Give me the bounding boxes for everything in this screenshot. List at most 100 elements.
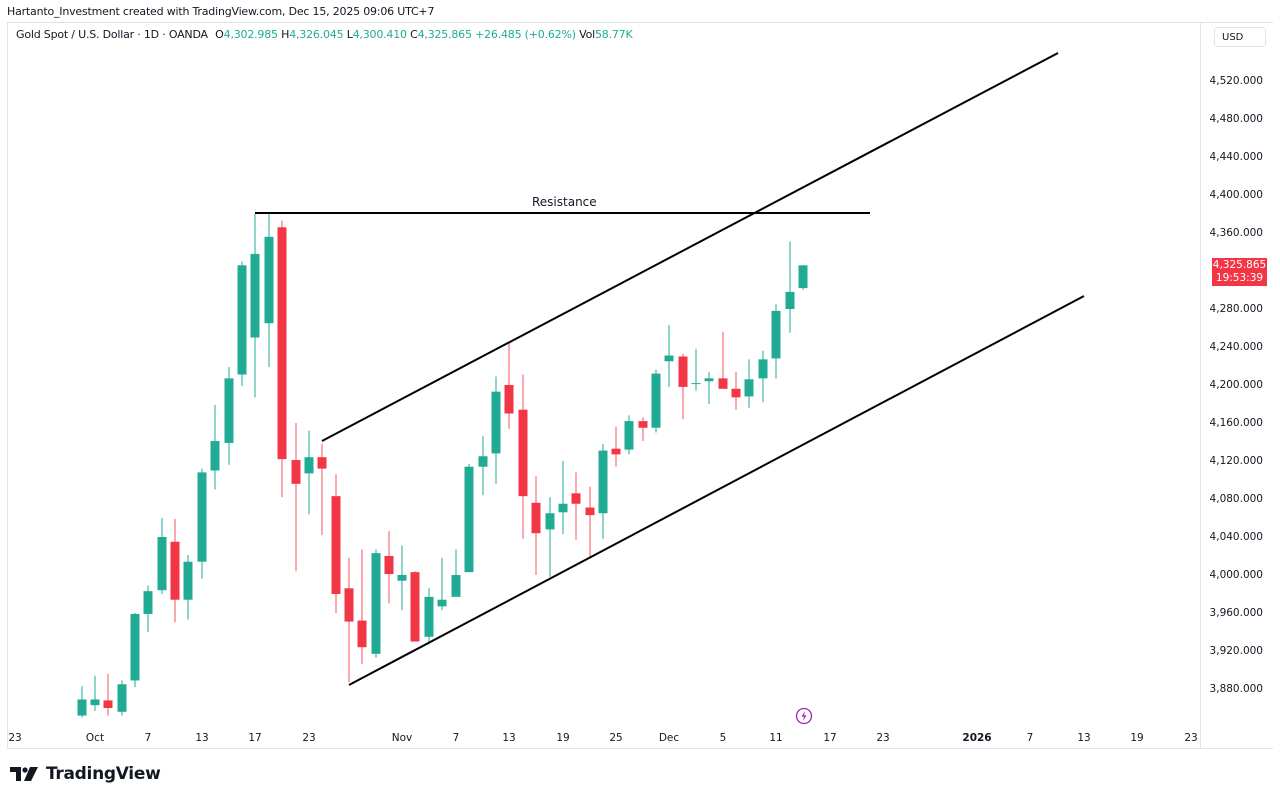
candle-up[interactable] <box>397 545 407 611</box>
price-tick: 4,000.000 <box>1209 569 1263 581</box>
candle-down[interactable] <box>611 426 621 467</box>
tradingview-logo-icon <box>10 767 38 781</box>
candle-up[interactable] <box>224 366 234 465</box>
candle-down[interactable] <box>504 343 514 429</box>
time-tick: 13 <box>502 732 516 744</box>
candle-down[interactable] <box>571 472 581 540</box>
candle-up[interactable] <box>651 369 661 433</box>
time-tick: 25 <box>609 732 623 744</box>
candle-up[interactable] <box>744 359 754 408</box>
time-tick: Dec <box>658 732 680 744</box>
candle-up[interactable] <box>478 436 488 496</box>
candle-down[interactable] <box>344 557 354 683</box>
time-tick: 7 <box>452 732 460 744</box>
close-label: C <box>410 28 418 41</box>
candle-down[interactable] <box>731 371 741 410</box>
price-tick: 4,120.000 <box>1209 455 1263 467</box>
candle-up[interactable] <box>371 549 381 658</box>
candle-up[interactable] <box>464 463 474 573</box>
candle-up[interactable] <box>771 304 781 379</box>
price-tick: 4,080.000 <box>1209 493 1263 505</box>
tradingview-logo[interactable]: TradingView <box>10 764 161 784</box>
candle-up[interactable] <box>304 430 314 515</box>
channel-lower-line[interactable] <box>348 295 1085 686</box>
candle-up[interactable] <box>704 371 714 404</box>
high-label: H <box>281 28 290 41</box>
candle-down[interactable] <box>384 531 394 604</box>
price-tick: 3,880.000 <box>1209 683 1263 695</box>
candle-down[interactable] <box>317 443 327 536</box>
candle-up[interactable] <box>210 404 220 490</box>
candle-up[interactable] <box>598 443 608 539</box>
price-tick: 4,360.000 <box>1209 227 1263 239</box>
price-tick: 4,480.000 <box>1209 113 1263 125</box>
candle-down[interactable] <box>638 417 648 442</box>
candle-up[interactable] <box>785 241 795 333</box>
change-value: +26.485 (+0.62%) <box>475 28 576 41</box>
candle-up[interactable] <box>545 497 555 577</box>
candle-up[interactable] <box>424 588 434 645</box>
price-tick: 4,520.000 <box>1209 75 1263 87</box>
candle-down[interactable] <box>103 673 113 716</box>
candle-down[interactable] <box>531 476 541 575</box>
open-label: O <box>215 28 224 41</box>
candle-down[interactable] <box>357 549 367 665</box>
candle-up[interactable] <box>197 468 207 579</box>
time-tick: 13 <box>195 732 209 744</box>
candle-up[interactable] <box>157 518 167 594</box>
candle-up[interactable] <box>90 675 100 711</box>
currency-button[interactable]: USD <box>1214 27 1266 47</box>
candle-up[interactable] <box>558 461 568 535</box>
time-tick: 23 <box>302 732 316 744</box>
time-tick: Nov <box>391 732 413 744</box>
candle-up[interactable] <box>117 680 127 716</box>
time-tick: 2026 <box>962 732 992 744</box>
price-tick: 4,440.000 <box>1209 151 1263 163</box>
candle-up[interactable] <box>798 265 808 290</box>
symbol-name[interactable]: Gold Spot / U.S. Dollar · 1D · OANDA <box>16 28 208 41</box>
candle-up[interactable] <box>77 686 87 718</box>
candle-down[interactable] <box>291 423 301 572</box>
open-value: 4,302.985 <box>223 28 278 41</box>
lightning-icon[interactable] <box>795 707 813 725</box>
candle-up[interactable] <box>491 376 501 484</box>
time-tick: 23 <box>1184 732 1198 744</box>
candle-up[interactable] <box>691 348 701 391</box>
volume-label: Vol <box>579 28 595 41</box>
candle-down[interactable] <box>277 220 287 498</box>
candle-up[interactable] <box>758 350 768 403</box>
close-value: 4,325.865 <box>417 28 472 41</box>
candle-down[interactable] <box>585 486 595 557</box>
candle-up[interactable] <box>183 555 193 620</box>
price-tick: 4,400.000 <box>1209 189 1263 201</box>
time-tick: 17 <box>823 732 837 744</box>
channel-upper-line[interactable] <box>321 52 1059 442</box>
candle-up[interactable] <box>451 549 461 597</box>
resistance-label: Resistance <box>532 195 597 209</box>
candle-down[interactable] <box>331 474 341 613</box>
chart-frame <box>7 22 1273 748</box>
time-tick: 17 <box>248 732 262 744</box>
candle-up[interactable] <box>624 415 634 455</box>
candle-up[interactable] <box>237 261 247 386</box>
candle-up[interactable] <box>143 585 153 632</box>
time-tick: 5 <box>719 732 727 744</box>
candle-down[interactable] <box>170 518 180 623</box>
candle-up[interactable] <box>264 214 274 367</box>
candle-down[interactable] <box>718 331 728 389</box>
price-tick: 4,200.000 <box>1209 379 1263 391</box>
price-axis[interactable]: 4,520.000 4,480.000 4,440.000 4,400.000 4,36… <box>1200 22 1280 748</box>
candle-up[interactable] <box>130 613 140 688</box>
candle-down[interactable] <box>518 374 528 539</box>
candle-down[interactable] <box>678 353 688 420</box>
candle-up[interactable] <box>250 214 260 398</box>
candle-down[interactable] <box>410 571 420 642</box>
time-tick: 11 <box>769 732 783 744</box>
candle-up[interactable] <box>664 325 674 387</box>
tradingview-logo-text: TradingView <box>46 764 161 784</box>
chart-credit: Hartanto_Investment created with Trading… <box>7 5 435 18</box>
last-price: 4,325.865 <box>1212 259 1267 271</box>
price-tick: 3,960.000 <box>1209 607 1263 619</box>
candlestick-plot[interactable] <box>0 0 1200 748</box>
candle-up[interactable] <box>437 557 447 611</box>
